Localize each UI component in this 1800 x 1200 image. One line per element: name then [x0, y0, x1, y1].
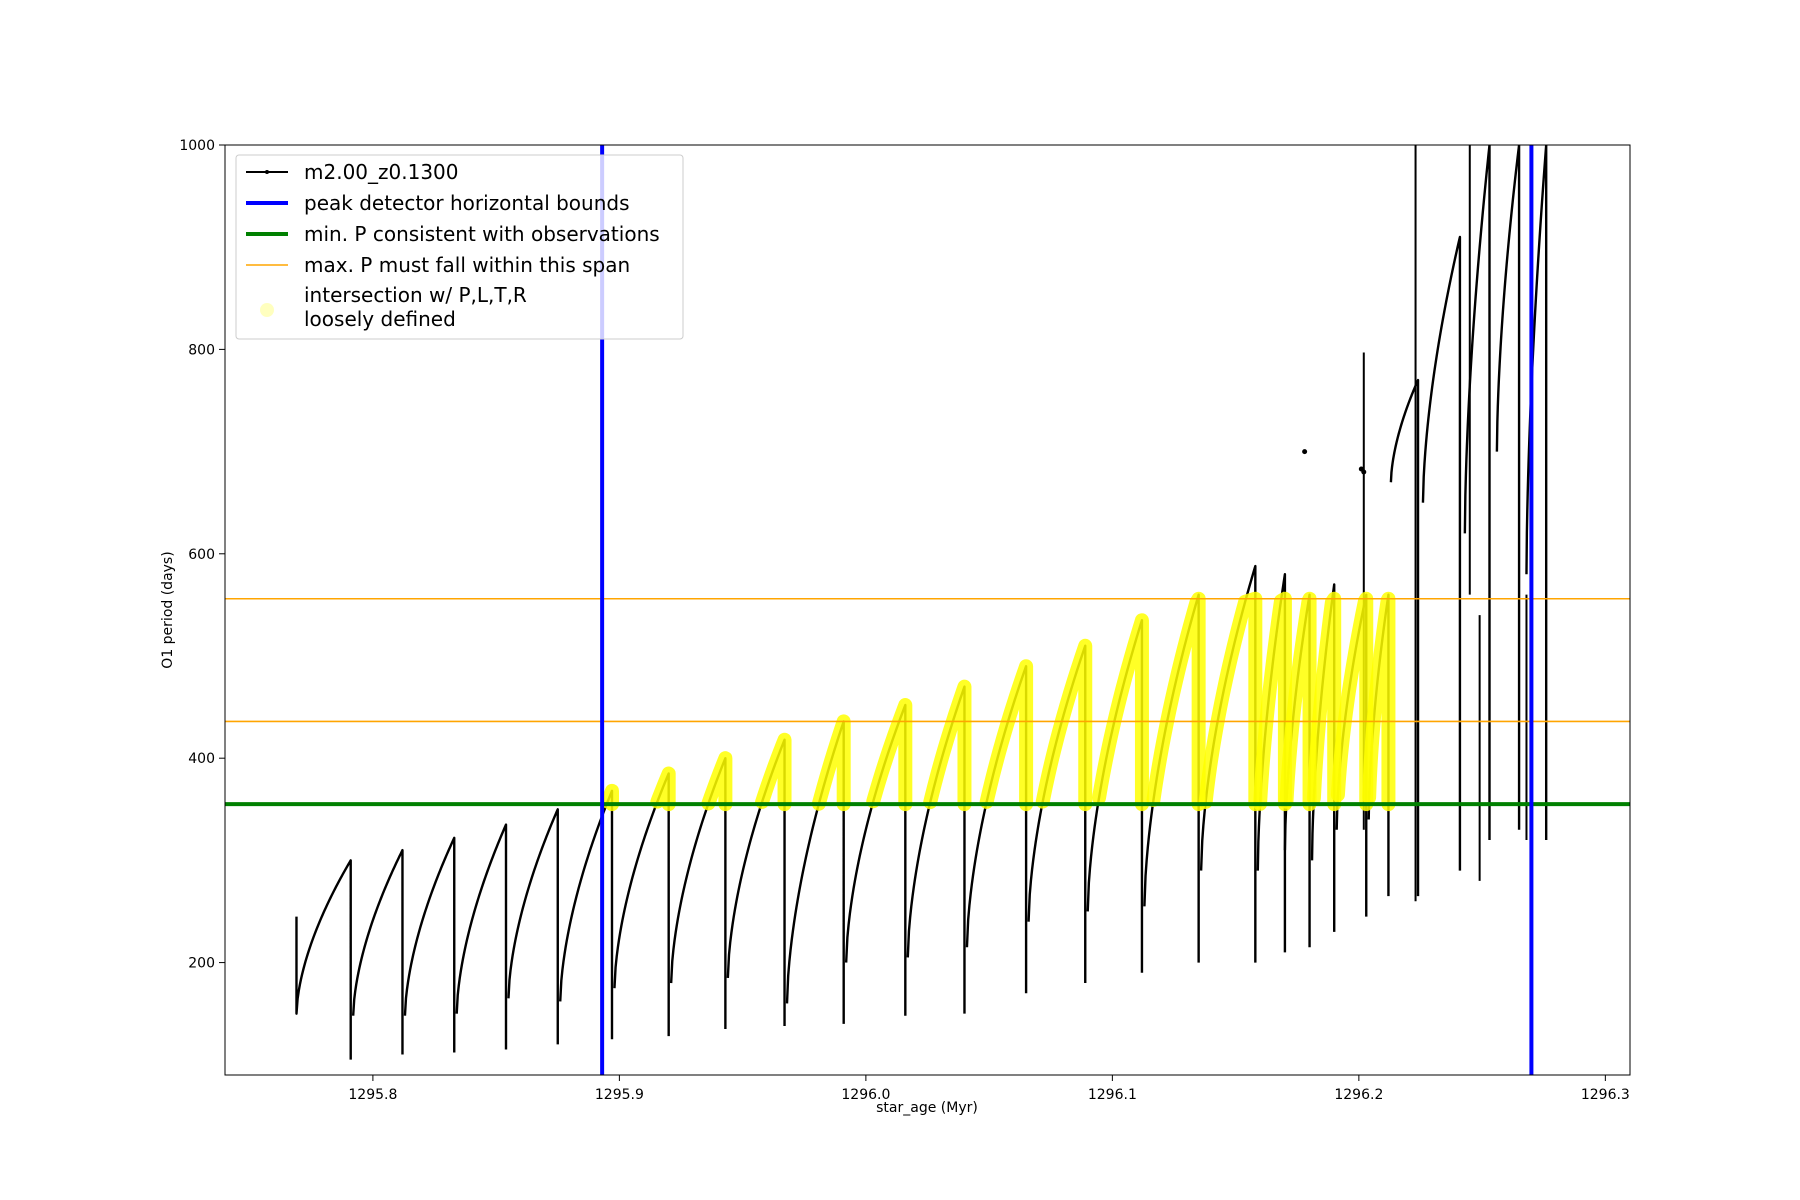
- intersection-segment: [1306, 591, 1342, 812]
- y-axis-ticks: 200 400 600 800 1000: [179, 138, 225, 972]
- intersection-segment: [650, 766, 676, 812]
- legend-label-intersection-line2: loosely defined: [304, 307, 456, 331]
- y-tick-label: 200: [188, 956, 215, 972]
- intersection-segment: [1198, 591, 1263, 812]
- x-tick-label: 1296.1: [1088, 1087, 1137, 1103]
- legend-entry-peak-bounds: peak detector horizontal bounds: [246, 191, 630, 215]
- intersection-segment: [1330, 591, 1374, 812]
- legend-label-max-period: max. P must fall within this span: [304, 253, 630, 277]
- pulse-curve: [403, 836, 456, 1053]
- pulse-curve: [351, 848, 404, 1055]
- x-tick-label: 1295.9: [595, 1087, 644, 1103]
- y-tick-label: 800: [188, 342, 215, 358]
- x-axis-label: star_age (Myr): [876, 1100, 978, 1116]
- scatter-point: [1302, 449, 1308, 455]
- y-tick-label: 600: [188, 547, 215, 563]
- intersection-segment: [866, 698, 913, 812]
- pulse-curve: [295, 859, 352, 1060]
- legend-entry-model: m2.00_z0.1300: [246, 160, 459, 184]
- legend-marker-intersection: [260, 303, 274, 317]
- plot-frame: [224, 144, 1631, 1076]
- intersection-segment: [1146, 591, 1206, 812]
- pulse-curve: [1389, 378, 1420, 897]
- x-tick-label: 1296.0: [841, 1087, 890, 1103]
- x-axis-ticks: 1295.8 1295.9 1296.0 1296.1 1296.2 1296.3: [348, 1075, 1630, 1103]
- scatter-point: [1361, 469, 1367, 475]
- legend-label-model: m2.00_z0.1300: [304, 160, 459, 184]
- legend-entry-min-period: min. P consistent with observations: [246, 222, 660, 246]
- legend-label-min-period: min. P consistent with observations: [304, 222, 660, 246]
- intersection-segment: [1279, 591, 1317, 812]
- pulse-curve: [1421, 235, 1462, 871]
- intersection-segment: [1362, 591, 1396, 812]
- intersection-segment: [1035, 638, 1093, 812]
- intersection-segment: [701, 751, 733, 812]
- intersection-segment: [923, 679, 972, 812]
- legend-entry-intersection: intersection w/ P,L,T,R loosely defined: [260, 283, 527, 331]
- x-tick-label: 1295.8: [348, 1087, 397, 1103]
- intersection-segment: [1092, 613, 1149, 812]
- legend-box: [235, 154, 684, 340]
- legend-label-peak-bounds: peak detector horizontal bounds: [304, 191, 630, 215]
- intersection-segment: [811, 714, 851, 812]
- legend: m2.00_z0.1300 peak detector horizontal b…: [235, 154, 684, 340]
- intersection-segment: [979, 659, 1034, 812]
- legend-label-intersection: intersection w/ P,L,T,R: [304, 283, 527, 307]
- pulse-curve: [559, 789, 614, 1040]
- y-tick-label: 400: [188, 751, 215, 767]
- intersection-segment: [1253, 591, 1292, 812]
- x-tick-label: 1296.3: [1581, 1087, 1630, 1103]
- y-axis-label: O1 period (days): [160, 551, 176, 668]
- pulse-curve: [1495, 145, 1521, 830]
- pulse-curve: [455, 823, 508, 1050]
- legend-marker-model: [265, 170, 269, 174]
- intersection-segment: [600, 783, 619, 812]
- intersection-highlight: [600, 591, 1396, 812]
- x-tick-label: 1296.2: [1334, 1087, 1383, 1103]
- pulse-curve: [507, 808, 559, 1045]
- legend-entry-max-period: max. P must fall within this span: [246, 253, 630, 277]
- intersection-segment: [755, 732, 792, 812]
- y-tick-label: 1000: [179, 138, 215, 154]
